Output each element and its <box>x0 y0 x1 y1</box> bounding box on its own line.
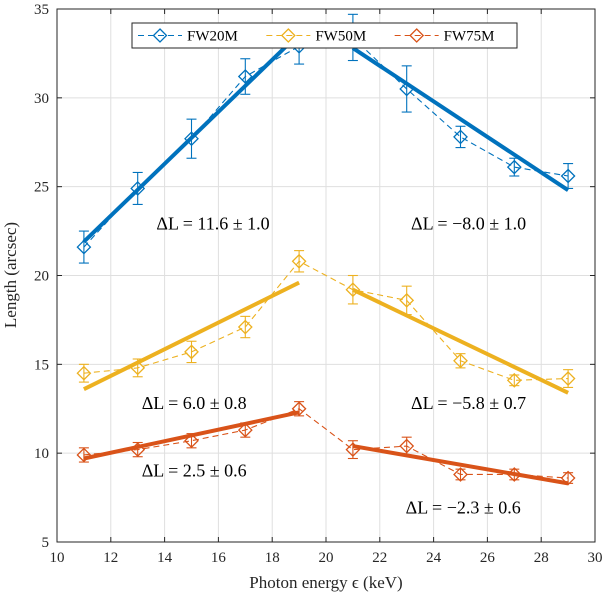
x-tick-label: 20 <box>319 550 334 566</box>
data-point <box>76 365 92 381</box>
x-tick-label: 24 <box>426 550 442 566</box>
data-point <box>291 401 307 417</box>
y-tick-label: 30 <box>34 91 49 107</box>
legend-label: FW20M <box>187 29 238 45</box>
data-point <box>399 81 415 97</box>
series-fw50m <box>76 250 576 395</box>
data-point <box>130 360 146 376</box>
data-point <box>560 470 576 486</box>
delta-l-annotation: ΔL = −2.3 ± 0.6 <box>406 498 521 518</box>
x-axis-title: Photon energy ϵ (keV) <box>249 573 402 592</box>
data-point <box>399 438 415 454</box>
x-tick-label: 26 <box>480 550 496 566</box>
x-tick-label: 18 <box>265 550 280 566</box>
data-point <box>130 442 146 458</box>
x-tick-label: 10 <box>50 550 65 566</box>
annotation-layer: ΔL = 11.6 ± 1.0 ΔL = −8.0 ± 1.0 ΔL = 6.0 ±… <box>142 213 526 517</box>
data-point <box>291 253 307 269</box>
legend-box <box>131 22 518 49</box>
fit-line <box>352 287 569 395</box>
delta-l-annotation: ΔL = −8.0 ± 1.0 <box>411 213 526 233</box>
series-fw75m <box>76 401 576 486</box>
data-point <box>237 422 253 438</box>
y-tick-label: 15 <box>34 357 49 373</box>
y-axis-title: Length (arcsec) <box>1 222 20 328</box>
delta-l-annotation: ΔL = 6.0 ± 0.8 <box>142 393 247 413</box>
fit-line <box>82 32 301 244</box>
y-tick-label: 35 <box>34 2 49 18</box>
data-point <box>237 69 253 84</box>
data-point <box>506 467 522 482</box>
data-point <box>345 282 361 298</box>
data-point <box>76 447 92 463</box>
series-line <box>83 408 569 479</box>
data-point <box>184 433 199 449</box>
data-point <box>453 353 468 369</box>
legend-marker <box>280 28 296 43</box>
y-tick-label: 20 <box>34 269 49 285</box>
data-point <box>399 292 415 308</box>
data-point <box>506 159 522 175</box>
y-tick-label: 10 <box>34 446 49 462</box>
fit-line <box>83 280 300 391</box>
data-point <box>76 239 92 255</box>
x-tick-label: 14 <box>157 550 173 566</box>
data-point <box>453 467 468 482</box>
delta-l-annotation: ΔL = 2.5 ± 0.6 <box>142 460 247 480</box>
legend-label: FW50M <box>315 29 366 45</box>
data-point <box>560 168 576 184</box>
x-tick-label: 12 <box>103 550 118 566</box>
legend: FW20M FW50M FW75M <box>131 22 518 49</box>
fit-line <box>352 444 569 486</box>
x-tick-label: 16 <box>211 550 227 566</box>
data-point <box>184 344 199 360</box>
data-point <box>560 371 576 386</box>
x-tick-label: 22 <box>372 550 387 566</box>
data-point <box>453 129 468 145</box>
y-tick-label: 5 <box>42 535 50 551</box>
legend-marker <box>409 28 425 43</box>
legend-marker <box>152 28 168 43</box>
fit-line <box>351 46 570 192</box>
fit-line <box>83 410 300 461</box>
data-point <box>130 181 146 196</box>
series-line <box>83 260 569 381</box>
delta-l-annotation: ΔL = 11.6 ± 1.0 <box>156 213 269 233</box>
legend-label: FW75M <box>444 29 495 45</box>
data-point <box>184 131 199 147</box>
data-point <box>237 319 253 335</box>
data-point <box>345 442 361 458</box>
y-tick-label: 25 <box>34 180 49 196</box>
delta-l-annotation: ΔL = −5.8 ± 0.7 <box>411 393 526 413</box>
data-point <box>506 372 522 388</box>
x-tick-label: 28 <box>534 550 549 566</box>
x-tick-label: 30 <box>588 550 603 566</box>
